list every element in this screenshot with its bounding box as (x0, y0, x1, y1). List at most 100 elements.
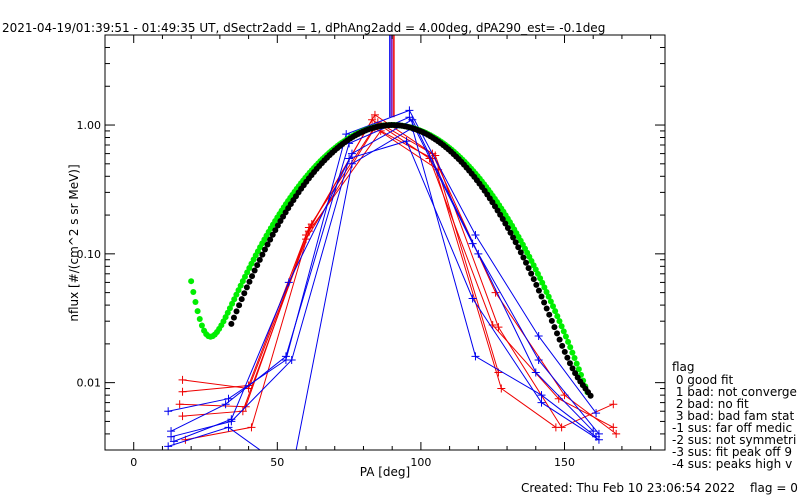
black-fit-point (556, 336, 563, 343)
black-fit-point (538, 293, 545, 300)
green-fit-point (558, 323, 565, 330)
green-fit-point (233, 291, 240, 298)
black-fit-point (251, 267, 258, 274)
legend-entry: 1 bad: not converge (672, 385, 797, 399)
series-point (589, 427, 598, 436)
black-fit-point (510, 234, 517, 241)
series-point (178, 375, 187, 384)
series-point (288, 469, 296, 477)
black-fit-point (559, 342, 566, 349)
black-fit-point (546, 311, 553, 318)
green-fit-point (226, 305, 233, 312)
green-fit-point (567, 344, 574, 351)
series-point (347, 149, 356, 158)
series-point (537, 391, 546, 400)
green-fit-point (188, 278, 195, 285)
series-point (468, 239, 477, 248)
series-point (281, 352, 290, 361)
black-fit-point (554, 330, 561, 337)
green-fit-point (554, 313, 561, 320)
green-fit-point (545, 293, 552, 300)
green-fit-point (196, 315, 203, 322)
green-fit-point (575, 366, 582, 373)
black-fit-point (512, 239, 519, 246)
series-line (182, 118, 614, 428)
series-point (497, 384, 506, 393)
legend-entry: 2 bad: no fit (672, 397, 749, 411)
green-fit-point (537, 275, 544, 282)
black-fit-point (533, 281, 540, 288)
series-point (169, 437, 178, 446)
series-line (182, 127, 499, 417)
black-fit-point (497, 211, 504, 218)
series-point (238, 407, 247, 416)
legend-entry: -4 sus: peaks high v (672, 457, 792, 471)
series-point (471, 352, 480, 361)
black-fit-point (246, 278, 253, 285)
green-fit-point (552, 308, 559, 315)
black-fit-point (228, 320, 235, 327)
x-tick-label: 150 (554, 456, 575, 469)
green-fit-point (198, 322, 205, 329)
green-fit-point (539, 279, 546, 286)
series-point (302, 235, 311, 244)
black-fit-point (267, 236, 274, 243)
black-fit-point (541, 299, 548, 306)
y-tick-label: 0.01 (77, 377, 102, 390)
series-point (551, 423, 560, 432)
series-line (170, 116, 600, 435)
series-line (173, 119, 594, 442)
black-fit-point (269, 231, 276, 238)
series-point (284, 278, 293, 287)
green-fit-point (192, 299, 199, 306)
x-tick-label: 50 (270, 456, 284, 469)
series-line (168, 127, 597, 450)
plot-frame (104, 34, 666, 451)
black-fit-point (517, 249, 524, 256)
black-fit-point (236, 302, 243, 309)
black-fit-point (256, 256, 263, 263)
series-point (164, 442, 173, 450)
black-fit-point (528, 270, 535, 277)
green-fit-point (237, 282, 244, 289)
series-point (534, 332, 543, 341)
green-fit-point (573, 360, 580, 367)
axes-layer: 0 50 100 150 0.01 0.10 1.00 (77, 34, 665, 469)
black-fit-point (241, 290, 248, 297)
green-fit-point (235, 287, 242, 294)
legend-entry: 0 good fit (672, 373, 734, 387)
x-tick-label: 0 (130, 456, 137, 469)
green-fit-point (547, 298, 554, 305)
series-point (609, 423, 618, 432)
black-fit-point (272, 227, 279, 234)
y-axis-label: nflux [#/(cm^2 s sr MeV)] (67, 164, 81, 321)
footer-created: Created: Thu Feb 10 23:06:54 2022 (521, 481, 735, 495)
black-fit-point (530, 276, 537, 283)
black-fit-point (254, 262, 261, 269)
legend-entry: -1 sus: far off medic (672, 421, 792, 435)
black-fit-point (566, 360, 573, 367)
series-point (408, 115, 417, 124)
series-point (221, 400, 230, 409)
y-tick-label: 0.10 (77, 248, 102, 261)
series-point (224, 423, 233, 432)
black-fit-point (504, 225, 511, 232)
series-point (178, 412, 187, 421)
black-fit-point (525, 265, 532, 272)
black-fit-point (543, 305, 550, 312)
green-fit-point (550, 303, 556, 310)
black-fit-point (548, 317, 555, 324)
series-point (287, 355, 296, 364)
black-fit-point (507, 229, 514, 236)
black-fit-point (502, 220, 509, 227)
series-point (175, 400, 184, 409)
series-point (178, 387, 187, 396)
series-point (471, 231, 480, 240)
green-fit-point (541, 284, 548, 291)
x-axis-label: PA [deg] (360, 465, 410, 479)
black-fit-point (587, 392, 594, 399)
green-fit-point (565, 338, 572, 345)
green-fit-point (190, 288, 197, 295)
series-point (164, 407, 173, 416)
green-fit-point (543, 288, 550, 295)
